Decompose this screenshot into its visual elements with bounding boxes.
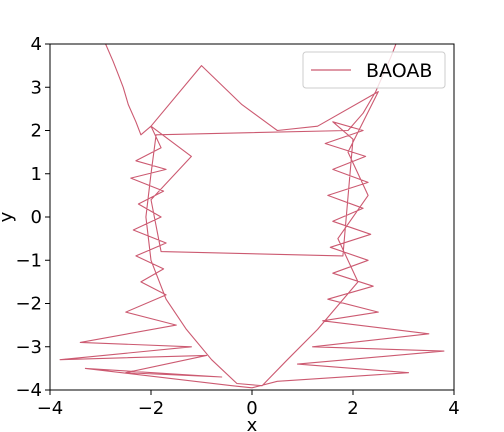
x-tick-label: 0 xyxy=(246,398,257,419)
y-tick-label: 2 xyxy=(31,121,42,142)
x-tick-label: 4 xyxy=(448,398,459,419)
axis-ticks: −4 −2 0 2 4 −4 −3 −2 −1 0 1 2 3 4 xyxy=(15,34,459,419)
y-tick-label: 4 xyxy=(31,34,42,55)
y-tick-label: −1 xyxy=(15,250,42,271)
x-tick-label: −2 xyxy=(138,398,165,419)
plot-frame xyxy=(49,43,455,391)
y-axis-label: y xyxy=(0,211,17,222)
legend: BAOAB xyxy=(302,51,446,89)
plot-area xyxy=(59,44,445,389)
y-tick-label: 0 xyxy=(31,207,42,228)
series-line-baoab xyxy=(59,44,445,389)
y-tick-label: −2 xyxy=(15,294,42,315)
y-tick-label: 3 xyxy=(31,77,42,98)
x-axis-label: x xyxy=(247,415,258,432)
x-tick-label: −4 xyxy=(37,398,64,419)
x-tick-label: 2 xyxy=(347,398,358,419)
legend-label: BAOAB xyxy=(366,60,432,82)
legend-box xyxy=(302,51,446,89)
y-tick-label: −3 xyxy=(15,337,42,358)
y-tick-label: −4 xyxy=(15,380,42,401)
y-tick-label: 1 xyxy=(31,164,42,185)
